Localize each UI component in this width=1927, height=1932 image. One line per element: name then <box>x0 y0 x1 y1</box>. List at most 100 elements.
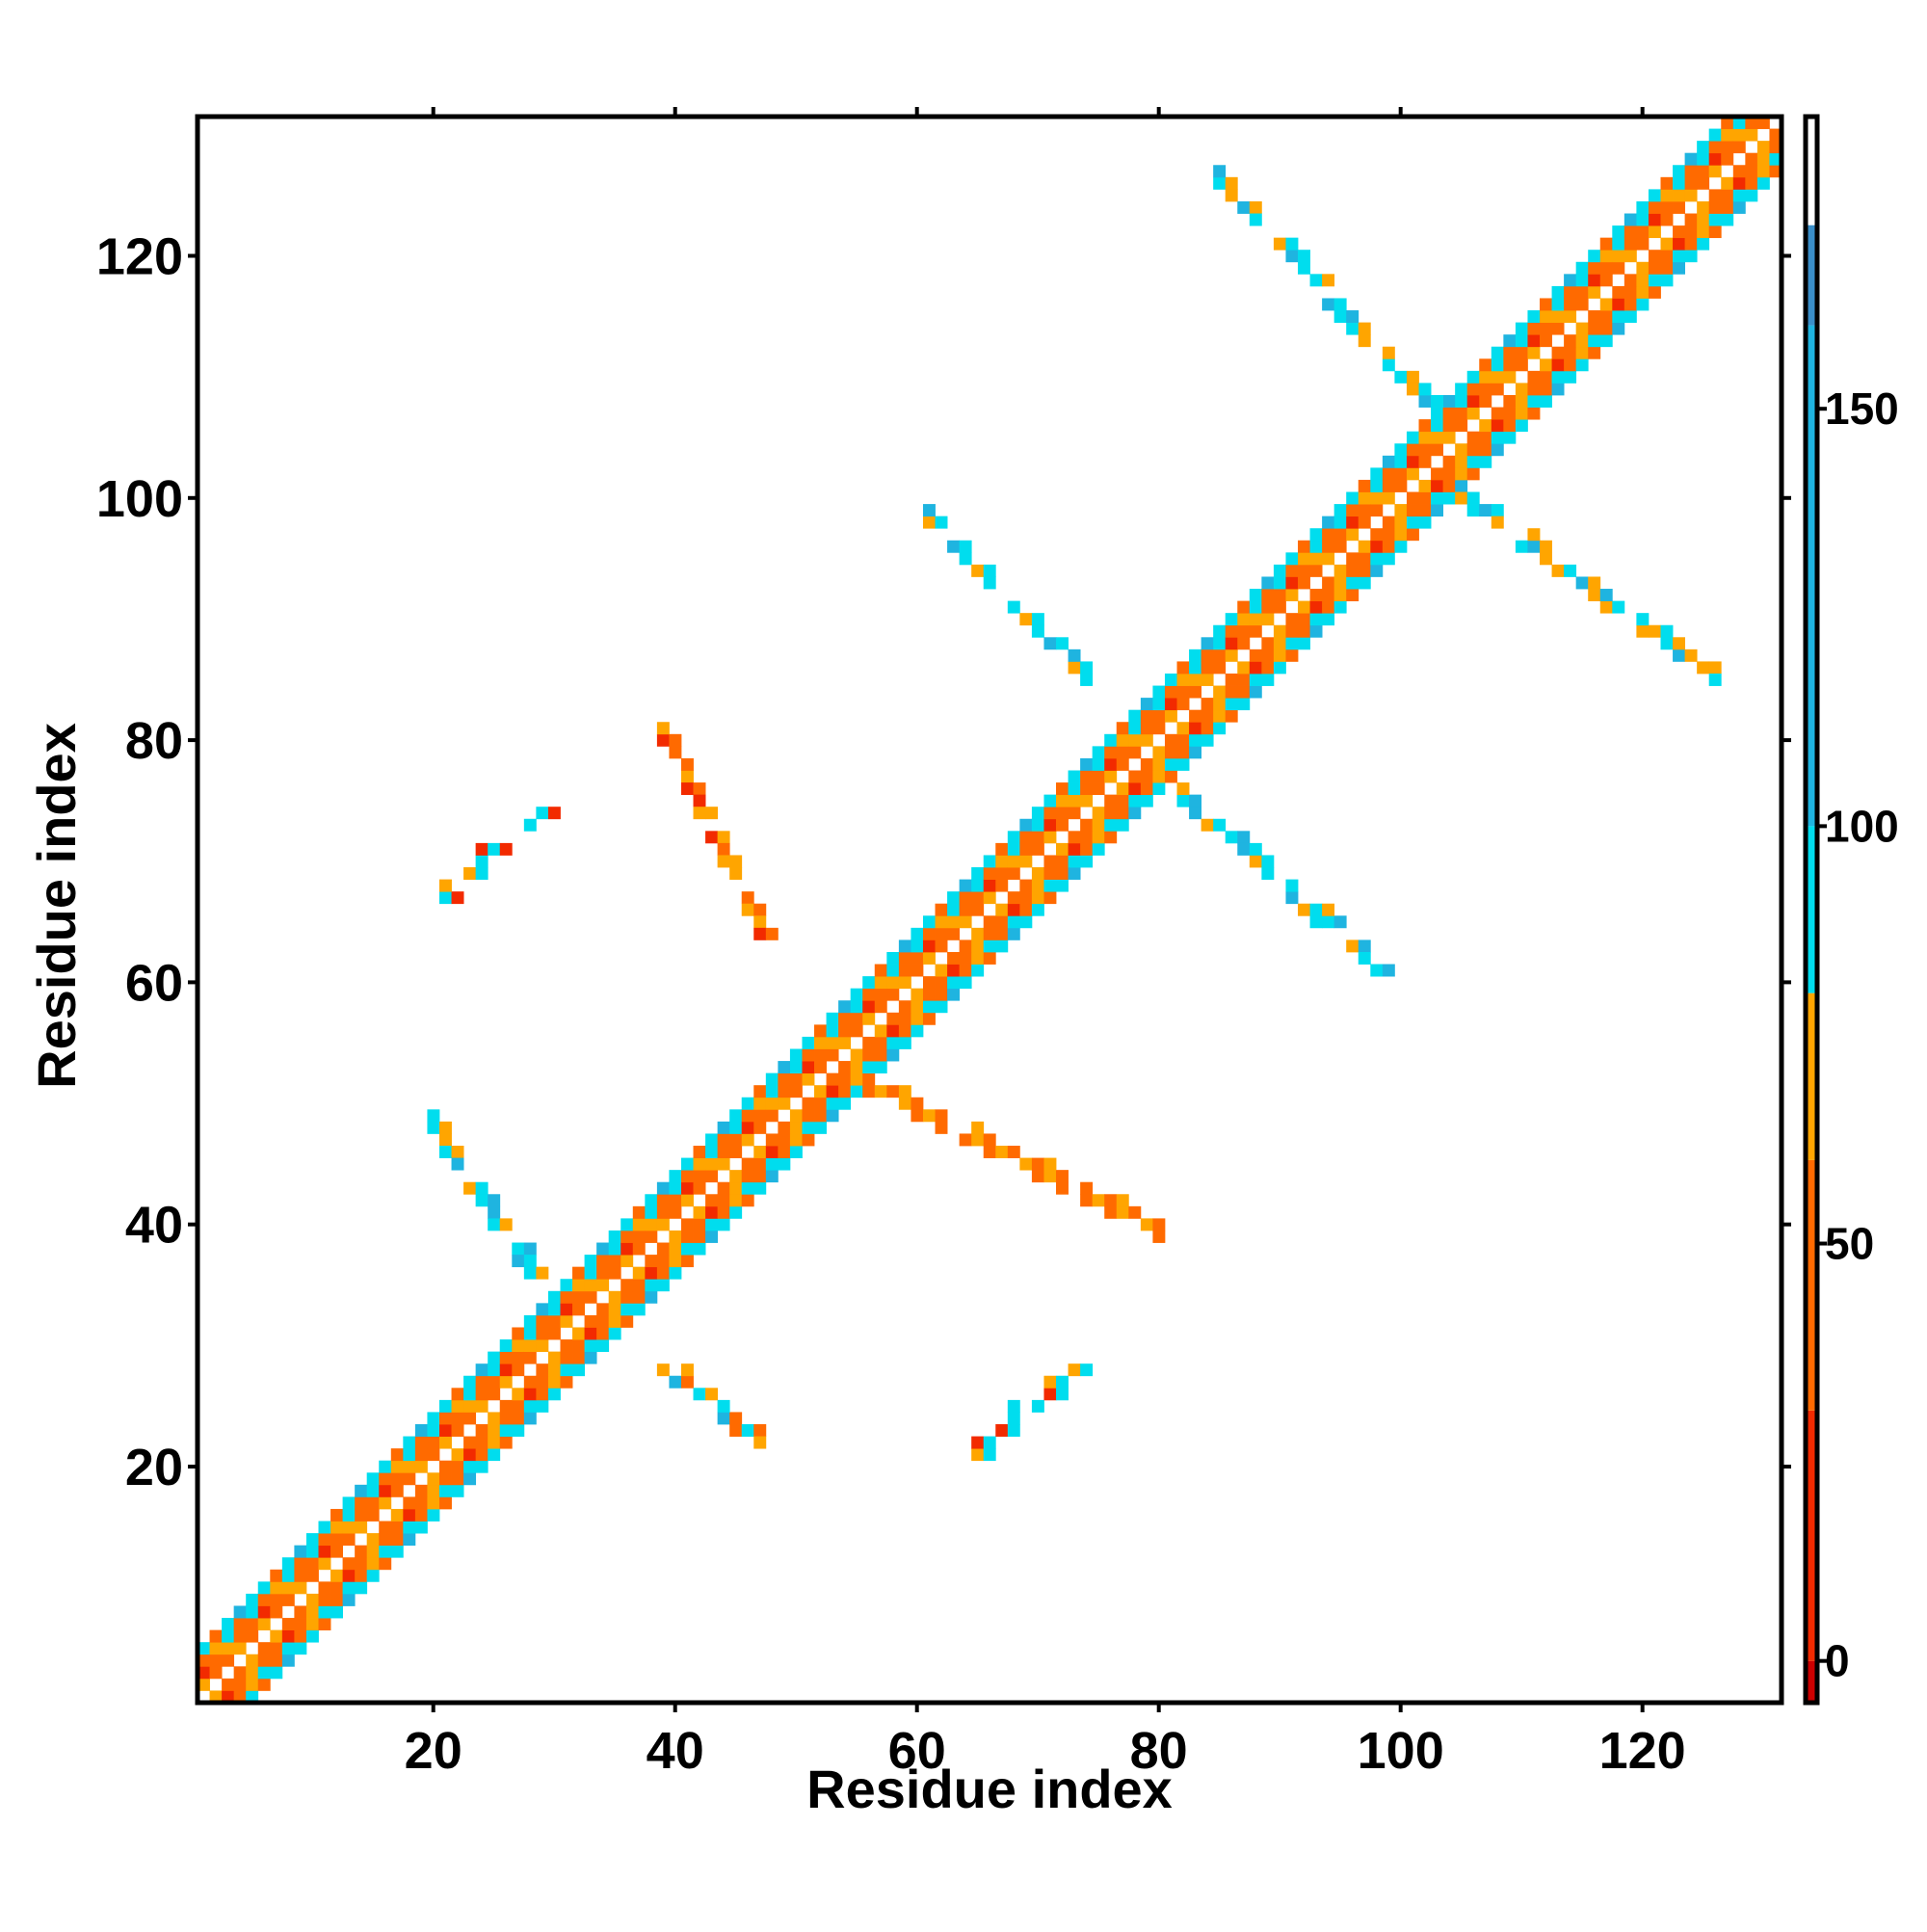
heatmap-cell <box>1213 648 1227 662</box>
heatmap-cell <box>1358 334 1371 348</box>
heatmap-cell <box>366 1533 380 1547</box>
heatmap-cell <box>1697 200 1710 214</box>
heatmap-cell <box>523 1266 537 1280</box>
heatmap-cell <box>1080 661 1094 675</box>
heatmap-cell <box>741 1121 754 1134</box>
heatmap-cell <box>1333 310 1347 323</box>
heatmap-cell <box>1298 250 1310 263</box>
heatmap-cell <box>753 1424 767 1437</box>
heatmap-cell <box>1237 661 1251 675</box>
heatmap-cell <box>560 1339 573 1353</box>
heatmap-cell <box>414 1448 428 1462</box>
heatmap-cell <box>1394 443 1408 457</box>
heatmap-cell <box>1189 746 1202 759</box>
heatmap-cell <box>294 1569 307 1582</box>
heatmap-cell <box>488 1205 501 1219</box>
colorbar-band <box>1806 225 1817 326</box>
heatmap-cell <box>1612 298 1625 311</box>
heatmap-cell <box>1503 407 1517 420</box>
heatmap-cell <box>1164 733 1177 747</box>
heatmap-cell <box>729 1170 743 1183</box>
heatmap-cell <box>1564 358 1577 372</box>
heatmap-cell <box>1104 794 1118 807</box>
heatmap-cell <box>911 1097 924 1110</box>
heatmap-cell <box>1309 528 1323 542</box>
heatmap-cell <box>547 1363 561 1377</box>
heatmap-cell <box>669 1375 682 1389</box>
heatmap-cell <box>959 540 972 553</box>
heatmap-cell <box>1298 613 1310 626</box>
heatmap-cell <box>512 1327 525 1340</box>
heatmap-cell <box>1322 516 1335 529</box>
heatmap-cell <box>1370 552 1384 566</box>
heatmap-cell <box>463 1388 477 1401</box>
heatmap-cell <box>656 1218 670 1231</box>
heatmap-cell <box>1455 419 1468 433</box>
heatmap-cell <box>270 1605 283 1619</box>
heatmap-cell <box>475 855 488 868</box>
heatmap-cell <box>1660 189 1674 202</box>
heatmap-cell <box>305 1557 319 1571</box>
heatmap-cell <box>488 1375 501 1389</box>
heatmap-cell <box>1201 648 1214 662</box>
heatmap-cell <box>705 1170 719 1183</box>
heatmap-cell <box>222 1629 235 1643</box>
heatmap-cell <box>911 964 924 977</box>
heatmap-cell <box>753 1146 767 1158</box>
heatmap-cell <box>536 1327 549 1340</box>
heatmap-cell <box>438 891 452 905</box>
heatmap-cell <box>898 940 911 953</box>
heatmap-cell <box>1140 794 1153 807</box>
heatmap-cell <box>741 1097 754 1110</box>
heatmap-cell <box>922 1000 936 1014</box>
heatmap-cell <box>246 1605 259 1619</box>
heatmap-cell <box>1431 467 1444 481</box>
heatmap-cell <box>451 1146 464 1158</box>
heatmap-cell <box>1564 298 1577 311</box>
heatmap-cell <box>1588 285 1601 299</box>
heatmap-cell <box>947 903 961 916</box>
heatmap-cell <box>971 867 985 880</box>
heatmap-cell <box>475 867 488 880</box>
heatmap-cell <box>1273 648 1286 662</box>
heatmap-cell <box>1527 528 1541 542</box>
heatmap-cell <box>959 915 972 929</box>
heatmap-cell <box>1346 528 1359 542</box>
heatmap-cell <box>1648 285 1661 299</box>
heatmap-cell <box>1007 867 1020 880</box>
heatmap-cell <box>318 1618 331 1631</box>
heatmap-cell <box>475 1399 488 1413</box>
heatmap-cell <box>1527 334 1541 348</box>
heatmap-cell <box>1285 552 1299 566</box>
heatmap-cell <box>1225 624 1238 638</box>
heatmap-cell <box>1358 940 1371 953</box>
heatmap-cell <box>330 1605 343 1619</box>
heatmap-cell <box>1201 733 1214 747</box>
heatmap-cell <box>1261 661 1275 675</box>
heatmap-cell <box>1697 225 1710 239</box>
heatmap-cell <box>1769 128 1782 142</box>
heatmap-cell <box>1431 407 1444 420</box>
heatmap-cell <box>1503 358 1517 372</box>
heatmap-cell <box>1080 1181 1094 1195</box>
heatmap-cell <box>1358 516 1371 529</box>
heatmap-cells <box>198 117 1782 1704</box>
heatmap-cell <box>1575 298 1589 311</box>
heatmap-cell <box>1261 589 1275 601</box>
heatmap-cell <box>1479 358 1492 372</box>
heatmap-cell <box>1031 903 1044 916</box>
heatmap-cell <box>1273 661 1286 675</box>
heatmap-cell <box>438 1472 452 1486</box>
heatmap-cell <box>741 903 754 916</box>
heatmap-cell <box>753 1181 767 1195</box>
heatmap-cell <box>1189 685 1202 699</box>
heatmap-cell <box>523 1255 537 1268</box>
heatmap-cell <box>1309 903 1323 916</box>
heatmap-cell <box>1358 576 1371 590</box>
heatmap-cell <box>427 1424 440 1437</box>
heatmap-cell <box>547 1351 561 1364</box>
heatmap-cell <box>1068 782 1081 796</box>
heatmap-cell <box>257 1605 271 1619</box>
heatmap-cell <box>209 1654 223 1667</box>
heatmap-cell <box>463 1181 477 1195</box>
